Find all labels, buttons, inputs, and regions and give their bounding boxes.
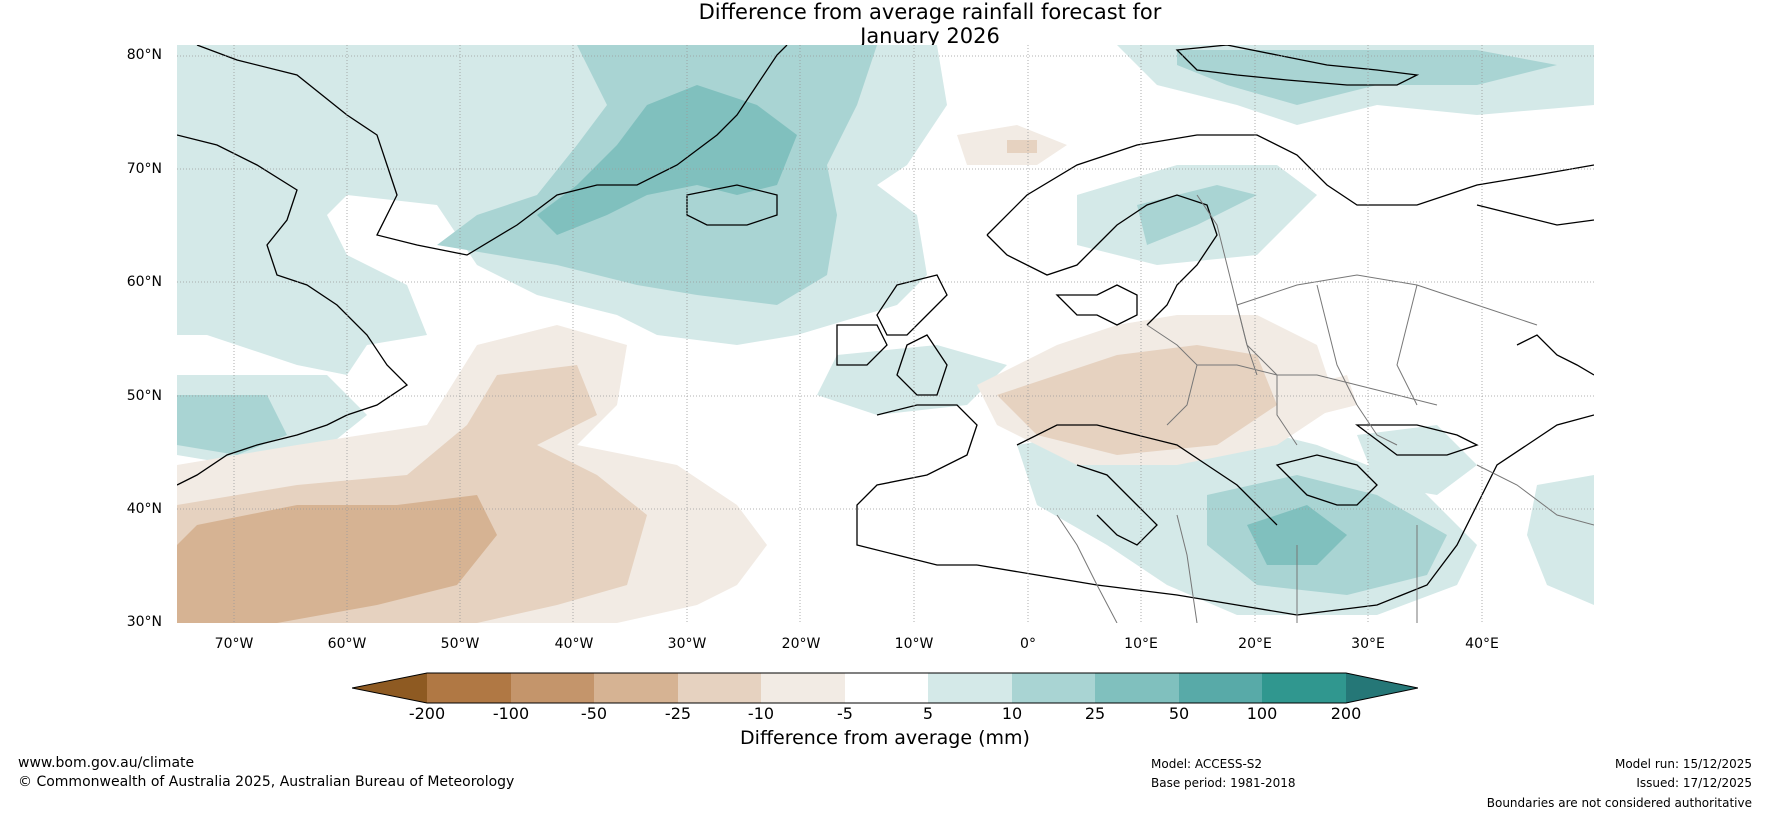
footer-model: Model: ACCESS-S2	[1151, 757, 1263, 771]
lon-label-0: 0°	[1020, 636, 1036, 652]
lon-label-60w: 60°W	[327, 636, 367, 652]
lat-label-30n: 30°N	[126, 614, 162, 630]
dry-anomaly-shading	[177, 125, 1357, 623]
colorbar-tick-minus-50: -50	[580, 704, 608, 723]
colorbar-tick-10: 10	[1001, 704, 1023, 723]
colorbar-tick-50: 50	[1168, 704, 1190, 723]
map-title: Difference from average rainfall forecas…	[630, 0, 1230, 48]
colorbar-segment-5	[761, 673, 845, 703]
colorbar	[352, 672, 1418, 704]
colorbar-segment-8	[1012, 673, 1095, 703]
colorbar-tick-5: 5	[922, 704, 934, 723]
title-line-2: January 2026	[860, 24, 1000, 48]
lon-label-40w: 40°W	[554, 636, 594, 652]
colorbar-segment-9	[1095, 673, 1179, 703]
lon-label-40e: 40°E	[1465, 636, 1499, 652]
colorbar-segment-below-200	[352, 673, 427, 703]
lat-label-50n: 50°N	[126, 388, 162, 404]
lat-label-60n: 60°N	[126, 274, 162, 290]
rainfall-anomaly-map	[177, 45, 1594, 623]
coastlines	[177, 45, 1594, 616]
colorbar-segment-11	[1262, 673, 1346, 703]
colorbar-segment-3	[594, 673, 678, 703]
footer-issued: Issued: 17/12/2025	[1636, 776, 1752, 790]
footer-base-period: Base period: 1981-2018	[1151, 776, 1296, 790]
colorbar-tick-minus-5: -5	[837, 704, 853, 723]
lon-label-30e: 30°E	[1351, 636, 1385, 652]
colorbar-segment-1	[427, 673, 511, 703]
map-canvas	[177, 45, 1594, 623]
lon-label-10e: 10°E	[1124, 636, 1158, 652]
colorbar-segment-6	[845, 673, 928, 703]
lon-label-70w: 70°W	[214, 636, 254, 652]
colorbar-tick-25: 25	[1084, 704, 1106, 723]
graticule	[177, 45, 1594, 623]
footer-url: www.bom.gov.au/climate	[18, 755, 195, 771]
wet-anomaly-shading	[177, 45, 1594, 623]
colorbar-tick-minus-100: -100	[492, 704, 530, 723]
footer-disclaimer: Boundaries are not considered authoritat…	[1486, 796, 1752, 810]
lon-label-20w: 20°W	[781, 636, 821, 652]
colorbar-tick-minus-25: -25	[664, 704, 692, 723]
lon-label-50w: 50°W	[440, 636, 480, 652]
colorbar-tick-minus-10: -10	[747, 704, 775, 723]
colorbar-outline	[352, 672, 1418, 704]
lon-label-10w: 10°W	[894, 636, 934, 652]
lat-label-80n: 80°N	[126, 47, 162, 63]
lon-label-20e: 20°E	[1238, 636, 1272, 652]
colorbar-segment-7	[928, 673, 1012, 703]
lat-label-70n: 70°N	[126, 161, 162, 177]
colorbar-segment-10	[1179, 673, 1262, 703]
footer-model-run: Model run: 15/12/2025	[1614, 757, 1752, 771]
colorbar-tick-200: 200	[1330, 704, 1362, 723]
colorbar-segment-4	[678, 673, 761, 703]
lon-label-30w: 30°W	[667, 636, 707, 652]
colorbar-tick-minus-200: -200	[408, 704, 446, 723]
title-line-1: Difference from average rainfall forecas…	[698, 0, 1162, 24]
colorbar-label: Difference from average (mm)	[740, 727, 1030, 749]
colorbar-segment-2	[511, 673, 594, 703]
country-borders	[1056, 194, 1594, 623]
colorbar-tick-100: 100	[1246, 704, 1278, 723]
footer-copyright: © Commonwealth of Australia 2025, Austra…	[18, 774, 515, 790]
colorbar-segment-above-200	[1346, 673, 1418, 703]
lat-label-40n: 40°N	[126, 501, 162, 517]
